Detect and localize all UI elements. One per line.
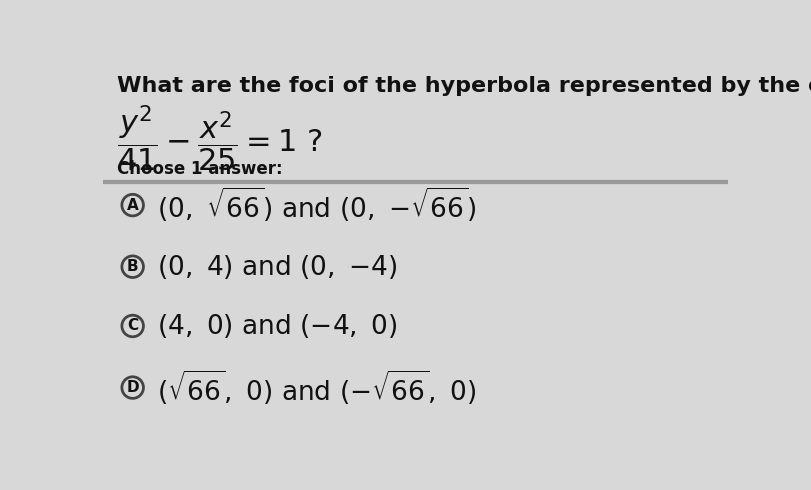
Text: $(\sqrt{66},\ 0)$ and $({-}\sqrt{66},\ 0)$: $(\sqrt{66},\ 0)$ and $({-}\sqrt{66},\ 0… [157,368,477,407]
Text: What are the foci of the hyperbola represented by the equation: What are the foci of the hyperbola repre… [118,76,811,96]
Text: $(0,\ 4)$ and $(0,\ {-}4)$: $(0,\ 4)$ and $(0,\ {-}4)$ [157,253,398,281]
Text: $\dfrac{y^2}{41} - \dfrac{x^2}{25} = 1\ ?$: $\dfrac{y^2}{41} - \dfrac{x^2}{25} = 1\ … [118,103,323,173]
Text: $(4,\ 0)$ and $({-}4,\ 0)$: $(4,\ 0)$ and $({-}4,\ 0)$ [157,312,398,340]
Text: C: C [127,318,138,334]
Text: A: A [127,197,139,213]
Circle shape [122,315,144,337]
Text: B: B [127,259,139,274]
Circle shape [122,195,144,216]
Text: D: D [127,380,139,395]
Circle shape [122,377,144,398]
Text: Choose 1 answer:: Choose 1 answer: [118,160,283,178]
Text: $(0,\ \sqrt{66})$ and $(0,\ {-}\sqrt{66})$: $(0,\ \sqrt{66})$ and $(0,\ {-}\sqrt{66}… [157,186,477,224]
Circle shape [122,256,144,277]
